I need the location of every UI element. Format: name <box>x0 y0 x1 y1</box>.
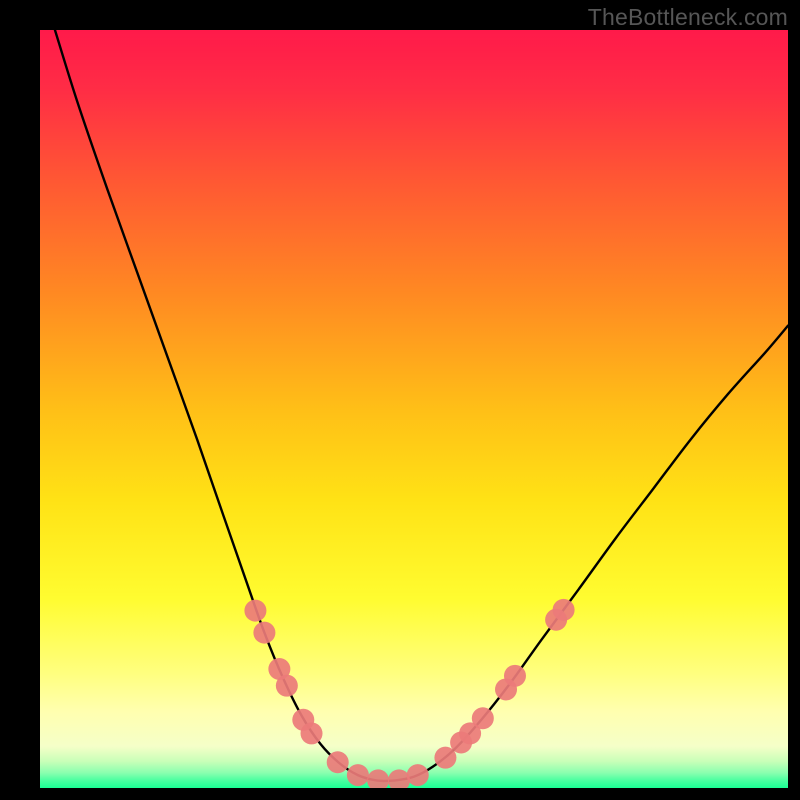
data-marker <box>253 622 275 644</box>
plot-area <box>40 30 788 788</box>
data-marker <box>407 764 429 786</box>
data-marker <box>327 751 349 773</box>
data-marker <box>276 675 298 697</box>
data-marker <box>553 599 575 621</box>
data-marker <box>244 600 266 622</box>
watermark-text: TheBottleneck.com <box>588 4 788 31</box>
data-marker <box>504 665 526 687</box>
data-marker <box>472 707 494 729</box>
plot-svg <box>40 30 788 788</box>
data-marker <box>347 764 369 786</box>
chart-frame: TheBottleneck.com <box>0 0 800 800</box>
gradient-background <box>40 30 788 788</box>
data-marker <box>301 722 323 744</box>
